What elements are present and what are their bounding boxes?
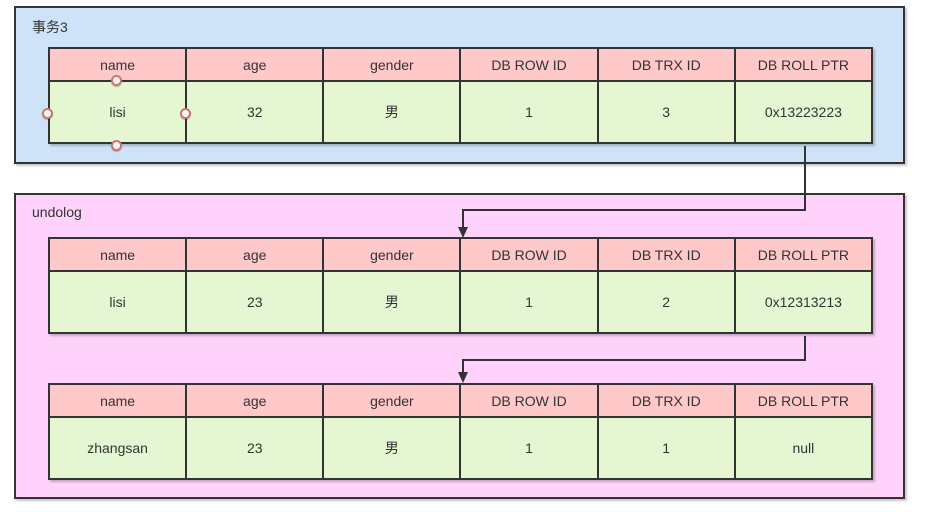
cell-name[interactable]: lisi [47,80,188,144]
header-cell-db-row-id[interactable]: DB ROW ID [459,237,599,272]
connection-handle-bottom[interactable] [111,140,122,151]
cell-db-roll-ptr[interactable]: null [733,416,874,480]
cell-age[interactable]: 23 [185,416,325,480]
cell-db-row-id[interactable]: 1 [459,416,599,480]
header-cell-db-row-id[interactable]: DB ROW ID [459,47,599,82]
undolog-box-label: undolog [32,204,82,220]
undolog-version1-table[interactable]: name age gender DB ROW ID DB TRX ID DB R… [47,383,874,480]
cell-gender[interactable]: 男 [322,270,462,334]
header-cell-db-roll-ptr[interactable]: DB ROLL PTR [733,383,874,418]
header-cell-age[interactable]: age [185,237,325,272]
table-data-row: lisi 32 男 1 3 0x13223223 [47,80,874,144]
header-cell-db-trx-id[interactable]: DB TRX ID [596,47,736,82]
cell-db-roll-ptr[interactable]: 0x12313213 [733,270,874,334]
header-cell-gender[interactable]: gender [322,237,462,272]
header-cell-gender[interactable]: gender [322,383,462,418]
table-header-row: name age gender DB ROW ID DB TRX ID DB R… [47,237,874,272]
header-cell-db-row-id[interactable]: DB ROW ID [459,383,599,418]
header-cell-db-trx-id[interactable]: DB TRX ID [596,237,736,272]
header-cell-age[interactable]: age [185,47,325,82]
header-cell-db-roll-ptr[interactable]: DB ROLL PTR [733,47,874,82]
cell-db-roll-ptr[interactable]: 0x13223223 [733,80,874,144]
cell-db-trx-id[interactable]: 1 [596,416,736,480]
cell-db-trx-id[interactable]: 3 [596,80,736,144]
transaction-box-label: 事务3 [32,19,68,35]
cell-name[interactable]: zhangsan [47,416,188,480]
connection-handle-top[interactable] [111,75,122,86]
header-cell-gender[interactable]: gender [322,47,462,82]
table-header-row: name age gender DB ROW ID DB TRX ID DB R… [47,47,874,82]
table-header-row: name age gender DB ROW ID DB TRX ID DB R… [47,383,874,418]
cell-age[interactable]: 23 [185,270,325,334]
cell-name[interactable]: lisi [47,270,188,334]
undolog-version2-table[interactable]: name age gender DB ROW ID DB TRX ID DB R… [47,237,874,334]
cell-db-row-id[interactable]: 1 [459,270,599,334]
cell-age[interactable]: 32 [185,80,325,144]
header-cell-db-roll-ptr[interactable]: DB ROLL PTR [733,237,874,272]
table-data-row: zhangsan 23 男 1 1 null [47,416,874,480]
connection-handle-right[interactable] [180,108,191,119]
table-data-row: lisi 23 男 1 2 0x12313213 [47,270,874,334]
header-cell-age[interactable]: age [185,383,325,418]
header-cell-name[interactable]: name [47,383,188,418]
cell-gender[interactable]: 男 [322,80,462,144]
header-cell-db-trx-id[interactable]: DB TRX ID [596,383,736,418]
cell-gender[interactable]: 男 [322,416,462,480]
connection-handle-left[interactable] [42,108,53,119]
cell-db-trx-id[interactable]: 2 [596,270,736,334]
header-cell-name[interactable]: name [47,237,188,272]
transaction-record-table[interactable]: name age gender DB ROW ID DB TRX ID DB R… [47,47,874,144]
cell-db-row-id[interactable]: 1 [459,80,599,144]
